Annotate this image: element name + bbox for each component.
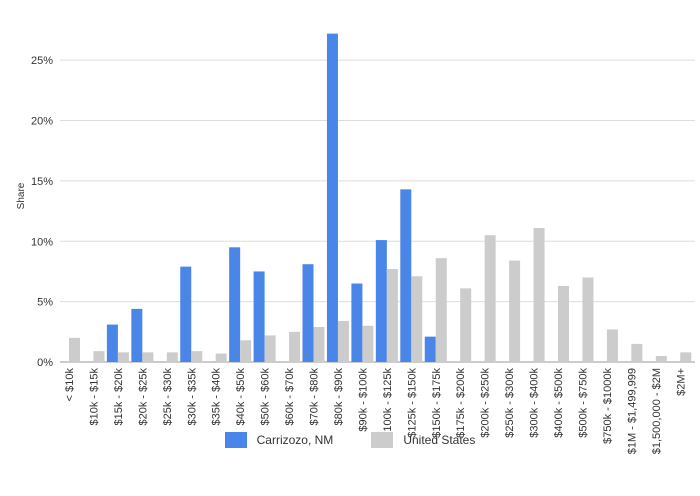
x-tick-label: $500k - $750k <box>577 368 589 438</box>
bar-united-states[interactable] <box>655 355 667 362</box>
x-tick-label: $80k - $90k <box>333 368 345 426</box>
bar-united-states[interactable] <box>411 276 423 362</box>
bar-carrizozo[interactable] <box>180 266 192 362</box>
x-tick-label: $60k - $70k <box>284 368 296 426</box>
x-tick-label: $400k - $500k <box>553 368 565 438</box>
x-tick-label: $300k - $400k <box>529 368 541 438</box>
bar-united-states[interactable] <box>606 329 618 362</box>
x-tick-label: $10k - $15k <box>88 368 100 426</box>
bar-carrizozo[interactable] <box>229 247 241 362</box>
y-axis-label: Share <box>16 182 27 209</box>
bar-carrizozo[interactable] <box>106 324 118 362</box>
bar-carrizozo[interactable] <box>424 336 436 362</box>
y-tick-label: 15% <box>31 176 53 188</box>
x-tick-label: $70k - $80k <box>309 368 321 426</box>
y-tick-label: 5% <box>37 297 53 309</box>
legend: Carrizozo, NM United States <box>0 432 700 448</box>
x-tick-label: $750k - $1000k <box>602 368 614 444</box>
legend-swatch-united-states <box>371 432 394 448</box>
bar-united-states[interactable] <box>533 227 545 362</box>
bar-united-states[interactable] <box>215 353 227 362</box>
y-tick-label: 25% <box>31 55 53 67</box>
x-tick-label: $200k - $250k <box>480 368 492 438</box>
x-tick-label: $40k - $50k <box>235 368 247 426</box>
bar-united-states[interactable] <box>117 352 129 362</box>
x-tick-label: $30k - $35k <box>186 368 198 426</box>
bar-united-states[interactable] <box>166 352 178 362</box>
bar-united-states[interactable] <box>240 340 252 362</box>
x-tick-label: $175k - $200k <box>455 368 467 438</box>
bar-carrizozo[interactable] <box>326 33 338 362</box>
bar-united-states[interactable] <box>264 335 276 362</box>
bar-united-states[interactable] <box>337 320 349 362</box>
bar-carrizozo[interactable] <box>375 240 387 362</box>
x-axis-ticks: < $10k $10k - $15k $15k - $20k $20k - $25k $… <box>64 368 687 455</box>
bar-united-states[interactable] <box>362 325 374 362</box>
bar-united-states[interactable] <box>680 352 692 362</box>
bar-united-states[interactable] <box>484 235 496 362</box>
legend-label-united-states: United States <box>403 433 476 447</box>
legend-label-carrizozo: Carrizozo, NM <box>256 433 334 447</box>
legend-swatch-carrizozo <box>224 432 247 448</box>
bar-united-states[interactable] <box>435 258 447 362</box>
x-tick-label: $100k - $125k <box>382 368 394 438</box>
x-tick-label: $150k - $175k <box>431 368 443 438</box>
bar-united-states[interactable] <box>93 351 105 362</box>
x-tick-label: $250k - $300k <box>504 368 516 438</box>
bar-united-states[interactable] <box>289 331 301 362</box>
bar-united-states[interactable] <box>191 351 203 362</box>
x-tick-label: < $10k <box>64 368 76 402</box>
y-tick-label: 20% <box>31 116 53 128</box>
y-tick-label: 10% <box>31 236 53 248</box>
bar-united-states[interactable] <box>631 343 643 362</box>
bar-carrizozo[interactable] <box>253 271 265 362</box>
x-tick-label: $2M+ <box>675 368 687 396</box>
bar-carrizozo[interactable] <box>131 308 143 362</box>
legend-item-united-states[interactable]: United States <box>371 432 475 448</box>
bar-carrizozo[interactable] <box>400 189 412 362</box>
bar-united-states[interactable] <box>142 352 154 362</box>
bar-united-states[interactable] <box>509 260 521 362</box>
y-tick-label: 0% <box>37 357 53 369</box>
x-tick-label: $35k - $40k <box>211 368 223 426</box>
x-tick-label: $90k - $100k <box>357 368 369 432</box>
bar-united-states[interactable] <box>313 326 325 362</box>
bar-carrizozo[interactable] <box>351 283 363 362</box>
bar-united-states[interactable] <box>460 288 472 362</box>
bar-united-states[interactable] <box>582 277 594 362</box>
x-tick-label: $50k - $60k <box>260 368 272 426</box>
bar-united-states[interactable] <box>386 269 398 362</box>
legend-item-carrizozo[interactable]: Carrizozo, NM <box>224 432 334 448</box>
bar-united-states[interactable] <box>69 337 80 362</box>
x-tick-label: $1,500,000 - $2M <box>651 368 663 454</box>
x-tick-label: $125k - $150k <box>406 368 418 438</box>
x-tick-label: $1M - $1,499,999 <box>626 368 638 454</box>
x-tick-label: $25k - $30k <box>162 368 174 426</box>
x-tick-label: $20k - $25k <box>137 368 149 426</box>
bar-united-states[interactable] <box>558 285 569 362</box>
bar-carrizozo[interactable] <box>302 264 314 362</box>
x-tick-label: $15k - $20k <box>113 368 125 426</box>
y-axis-ticks: 0% 5% 10% 15% 20% 25% <box>31 55 53 369</box>
bars <box>69 33 692 362</box>
